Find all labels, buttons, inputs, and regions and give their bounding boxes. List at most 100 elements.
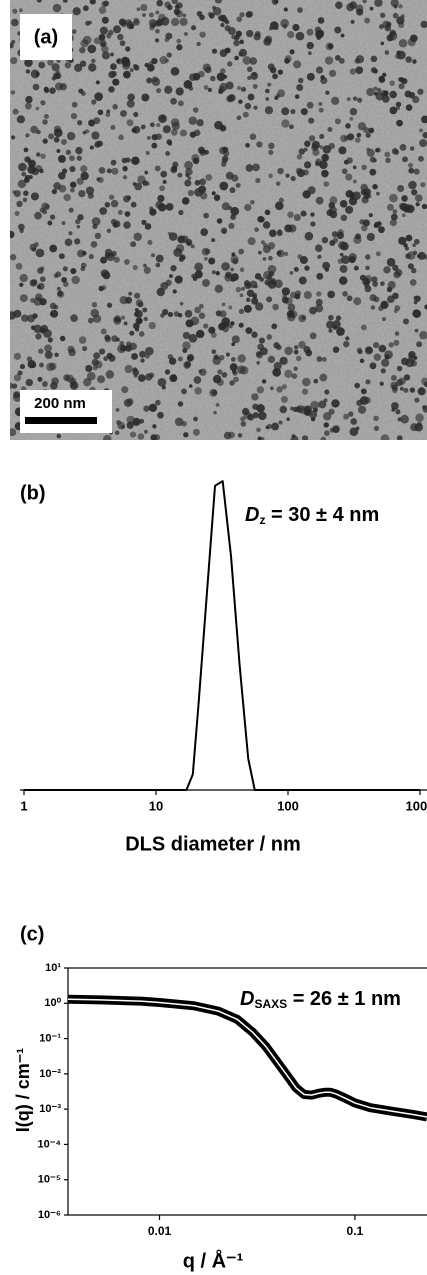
particle — [211, 5, 217, 10]
particle — [392, 209, 398, 214]
particle — [114, 430, 120, 436]
particle — [269, 229, 277, 237]
particle — [170, 374, 177, 381]
particle — [101, 16, 109, 24]
particle — [133, 311, 140, 317]
particle — [228, 94, 236, 102]
particle — [247, 75, 252, 81]
x-axis-title: DLS diameter / nm — [125, 833, 301, 855]
particle — [421, 203, 427, 210]
particle — [365, 254, 371, 260]
particle — [342, 290, 348, 297]
particle — [280, 395, 288, 403]
particle — [210, 75, 216, 82]
particle — [336, 327, 345, 336]
particle — [318, 400, 327, 409]
particle — [318, 107, 324, 113]
particle — [365, 346, 373, 354]
particle — [361, 164, 367, 171]
particle — [98, 166, 106, 174]
particle — [140, 3, 148, 12]
particle — [249, 57, 258, 65]
particle — [106, 168, 112, 174]
particle — [403, 387, 409, 393]
particle — [19, 294, 28, 303]
particle — [329, 69, 337, 77]
particle — [218, 354, 225, 361]
particle — [58, 184, 67, 193]
particle — [319, 373, 328, 382]
particle — [318, 101, 323, 106]
particle — [338, 58, 345, 64]
particle — [65, 149, 72, 155]
scale-bar-label: 200 nm — [34, 395, 86, 412]
particle — [186, 353, 195, 362]
particle — [297, 7, 303, 13]
particle — [214, 284, 224, 294]
particle — [286, 417, 291, 421]
particle — [80, 165, 88, 173]
particle — [402, 318, 410, 325]
particle — [33, 324, 42, 334]
particle — [265, 97, 270, 101]
particle — [306, 28, 314, 36]
particle — [54, 352, 59, 358]
particle — [14, 210, 20, 217]
particle — [102, 271, 111, 280]
particle — [289, 271, 294, 275]
particle — [187, 189, 195, 197]
particle — [156, 123, 161, 128]
particle — [407, 38, 416, 47]
particle — [51, 377, 59, 385]
particle — [373, 86, 378, 91]
particle — [276, 249, 285, 258]
particle — [240, 286, 245, 291]
particle — [91, 302, 98, 308]
particle — [149, 122, 155, 128]
particle — [323, 422, 329, 428]
particle — [369, 362, 377, 370]
data-line — [68, 994, 427, 1122]
particle — [417, 421, 422, 427]
particle — [39, 362, 44, 368]
particle — [227, 323, 233, 329]
particle — [93, 117, 101, 125]
particle — [58, 171, 66, 180]
particle — [106, 302, 113, 308]
particle — [322, 261, 331, 270]
particle — [240, 416, 246, 422]
particle — [126, 99, 135, 108]
particle — [202, 63, 211, 72]
particle — [256, 351, 263, 359]
particle — [118, 134, 124, 141]
particle — [368, 127, 375, 134]
particle — [60, 138, 67, 145]
particle — [149, 208, 157, 216]
particle — [409, 387, 416, 393]
particle — [405, 56, 412, 63]
particle — [49, 244, 58, 253]
particle — [268, 26, 273, 31]
particle — [28, 159, 37, 168]
particle — [373, 68, 378, 74]
particle — [398, 22, 405, 29]
particle — [195, 329, 205, 339]
particle — [40, 100, 46, 106]
particle — [44, 203, 51, 210]
particle — [341, 255, 350, 265]
particle — [259, 277, 265, 282]
particle — [229, 187, 236, 194]
particle — [292, 406, 298, 413]
particle — [103, 356, 109, 362]
particle — [30, 125, 39, 134]
particle — [412, 243, 416, 248]
particle — [155, 10, 160, 15]
y-tick-label: 10⁻³ — [39, 1103, 61, 1115]
particle — [384, 350, 393, 360]
particle — [424, 381, 427, 388]
particle — [266, 296, 273, 303]
particle — [382, 72, 387, 78]
particle — [262, 257, 267, 261]
particle — [303, 161, 312, 169]
particle — [94, 232, 102, 239]
